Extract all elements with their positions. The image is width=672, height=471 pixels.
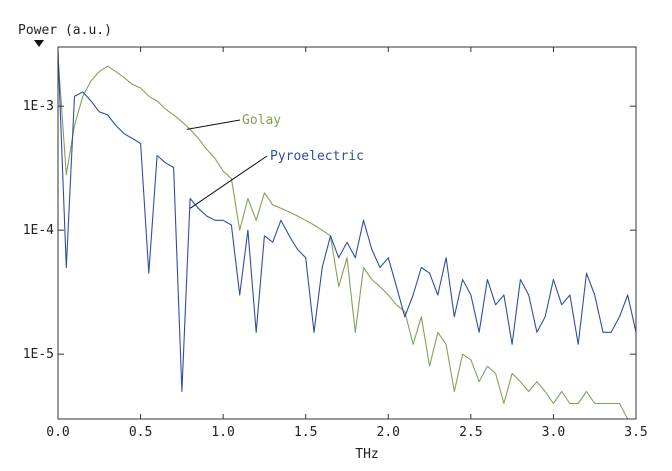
y-axis-arrow-icon — [34, 40, 44, 47]
x-tick-label: 3.0 — [542, 425, 565, 440]
y-tick-label: 1E-5 — [23, 347, 54, 362]
y-tick-label: 1E-4 — [23, 223, 54, 238]
series-layer — [57, 50, 637, 420]
x-axis-label: THz — [355, 447, 378, 462]
x-tick-label: 3.5 — [624, 425, 647, 440]
plot-frame — [57, 46, 637, 420]
x-tick-label: 2.0 — [377, 425, 400, 440]
x-tick-label: 1.0 — [211, 425, 234, 440]
pyroelectric-leader-line — [189, 155, 268, 209]
y-tick-label: 1E-3 — [23, 99, 54, 114]
series-line-pyroelectric — [57, 50, 637, 393]
series-line-golay — [57, 56, 636, 420]
x-tick-label: 0.0 — [46, 425, 69, 440]
y-axis-label: Power (a.u.) — [18, 23, 112, 38]
golay-series-label: Golay — [242, 113, 281, 128]
x-tick-label: 2.5 — [459, 425, 482, 440]
golay-leader-line — [186, 119, 241, 130]
x-tick-label: 1.5 — [294, 425, 317, 440]
axes-layer: 0.0 0.5 1.0 1.5 2.0 2.5 3.0 3.5 1E-3 1E-4 1E-5 — [23, 47, 648, 440]
pyroelectric-series-label: Pyroelectric — [270, 149, 364, 164]
x-tick-label: 0.5 — [129, 425, 152, 440]
